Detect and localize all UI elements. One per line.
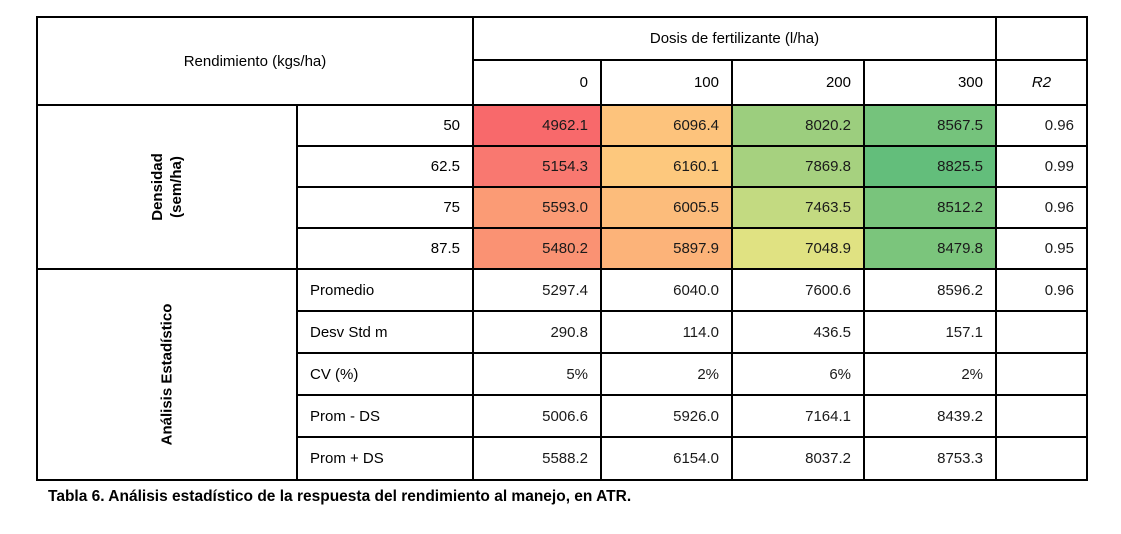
table-caption: Tabla 6. Análisis estadístico de la resp… xyxy=(48,488,632,505)
page: Rendimiento (kgs/ha) Dosis de fertilizan… xyxy=(0,16,1121,534)
r2-cell: 0.96 xyxy=(995,186,1088,229)
r2-empty-cell xyxy=(995,310,1088,354)
row-label: Prom + DS xyxy=(296,436,474,481)
column-header-100: 100 xyxy=(600,59,733,106)
value-cell: 8825.5 xyxy=(863,145,997,188)
row-label: Promedio xyxy=(296,268,474,312)
row-label: 62.5 xyxy=(296,145,474,188)
value-cell: 2% xyxy=(600,352,733,396)
value-cell: 8567.5 xyxy=(863,104,997,147)
row-label: Desv Std m xyxy=(296,310,474,354)
table-row: 62.5 5154.3 6160.1 7869.8 8825.5 0.99 xyxy=(37,145,1088,188)
value-cell: 8439.2 xyxy=(863,394,997,438)
value-cell: 5% xyxy=(472,352,602,396)
value-cell: 5926.0 xyxy=(600,394,733,438)
density-group-label: Densidad (sem/ha) xyxy=(36,104,298,270)
table-row: Análisis Estadístico Promedio 5297.4 604… xyxy=(36,268,1088,481)
column-header-300: 300 xyxy=(863,59,997,106)
value-cell: 5006.6 xyxy=(472,394,602,438)
r2-header-spacer xyxy=(995,16,1088,61)
column-header-0: 0 xyxy=(472,59,602,106)
r2-cell: 0.96 xyxy=(995,268,1088,312)
table-row: CV (%) 5% 2% 6% 2% xyxy=(37,352,1088,396)
value-cell: 2% xyxy=(863,352,997,396)
value-cell: 6154.0 xyxy=(600,436,733,481)
value-cell: 7600.6 xyxy=(731,268,865,312)
value-cell: 7164.1 xyxy=(731,394,865,438)
r2-empty-cell xyxy=(995,394,1088,438)
value-cell: 8479.8 xyxy=(863,227,997,270)
r2-cell: 0.96 xyxy=(995,104,1088,147)
value-cell: 5588.2 xyxy=(472,436,602,481)
table-row: 87.5 5480.2 5897.9 7048.9 8479.8 0.95 xyxy=(37,227,1088,270)
table-row: Prom + DS 5588.2 6154.0 8037.2 8753.3 xyxy=(37,436,1088,481)
value-cell: 290.8 xyxy=(472,310,602,354)
value-cell: 6005.5 xyxy=(600,186,733,229)
dose-group-header: Dosis de fertilizante (l/ha) xyxy=(472,16,997,61)
r2-cell: 0.95 xyxy=(995,227,1088,270)
header-row-1: Rendimiento (kgs/ha) Dosis de fertilizan… xyxy=(36,16,1088,106)
value-cell: 5593.0 xyxy=(472,186,602,229)
value-cell: 6040.0 xyxy=(600,268,733,312)
value-cell: 8753.3 xyxy=(863,436,997,481)
row-label: Prom - DS xyxy=(296,394,474,438)
value-cell: 5297.4 xyxy=(472,268,602,312)
r2-empty-cell xyxy=(995,352,1088,396)
table-row: Densidad (sem/ha) 50 4962.1 6096.4 8020.… xyxy=(36,104,1088,270)
row-label: 75 xyxy=(296,186,474,229)
value-cell: 8512.2 xyxy=(863,186,997,229)
row-label: CV (%) xyxy=(296,352,474,396)
density-group-label-text: Densidad (sem/ha) xyxy=(148,153,185,221)
value-cell: 7048.9 xyxy=(731,227,865,270)
corner-header: Rendimiento (kgs/ha) xyxy=(36,16,474,106)
column-header-200: 200 xyxy=(731,59,865,106)
stats-group-label-text: Análisis Estadístico xyxy=(158,303,176,446)
value-cell: 157.1 xyxy=(863,310,997,354)
value-cell: 114.0 xyxy=(600,310,733,354)
value-cell: 6% xyxy=(731,352,865,396)
value-cell: 7869.8 xyxy=(731,145,865,188)
r2-cell: 0.99 xyxy=(995,145,1088,188)
value-cell: 436.5 xyxy=(731,310,865,354)
value-cell: 8037.2 xyxy=(731,436,865,481)
value-cell: 5154.3 xyxy=(472,145,602,188)
value-cell: 4962.1 xyxy=(472,104,602,147)
value-cell: 6096.4 xyxy=(600,104,733,147)
r2-empty-cell xyxy=(995,436,1088,481)
value-cell: 5897.9 xyxy=(600,227,733,270)
table-row: 75 5593.0 6005.5 7463.5 8512.2 0.96 xyxy=(37,186,1088,229)
r2-column-header: R2 xyxy=(995,59,1088,106)
value-cell: 7463.5 xyxy=(731,186,865,229)
header-row-2: 0 100 200 300 R2 xyxy=(37,59,1088,106)
row-label: 50 xyxy=(296,104,474,147)
yield-analysis-table: Rendimiento (kgs/ha) Dosis de fertilizan… xyxy=(36,16,1088,481)
table-row: Prom - DS 5006.6 5926.0 7164.1 8439.2 xyxy=(37,394,1088,438)
value-cell: 6160.1 xyxy=(600,145,733,188)
stats-group-label: Análisis Estadístico xyxy=(36,268,298,481)
value-cell: 8596.2 xyxy=(863,268,997,312)
table-row: Desv Std m 290.8 114.0 436.5 157.1 xyxy=(37,310,1088,354)
row-label: 87.5 xyxy=(296,227,474,270)
value-cell: 8020.2 xyxy=(731,104,865,147)
value-cell: 5480.2 xyxy=(472,227,602,270)
